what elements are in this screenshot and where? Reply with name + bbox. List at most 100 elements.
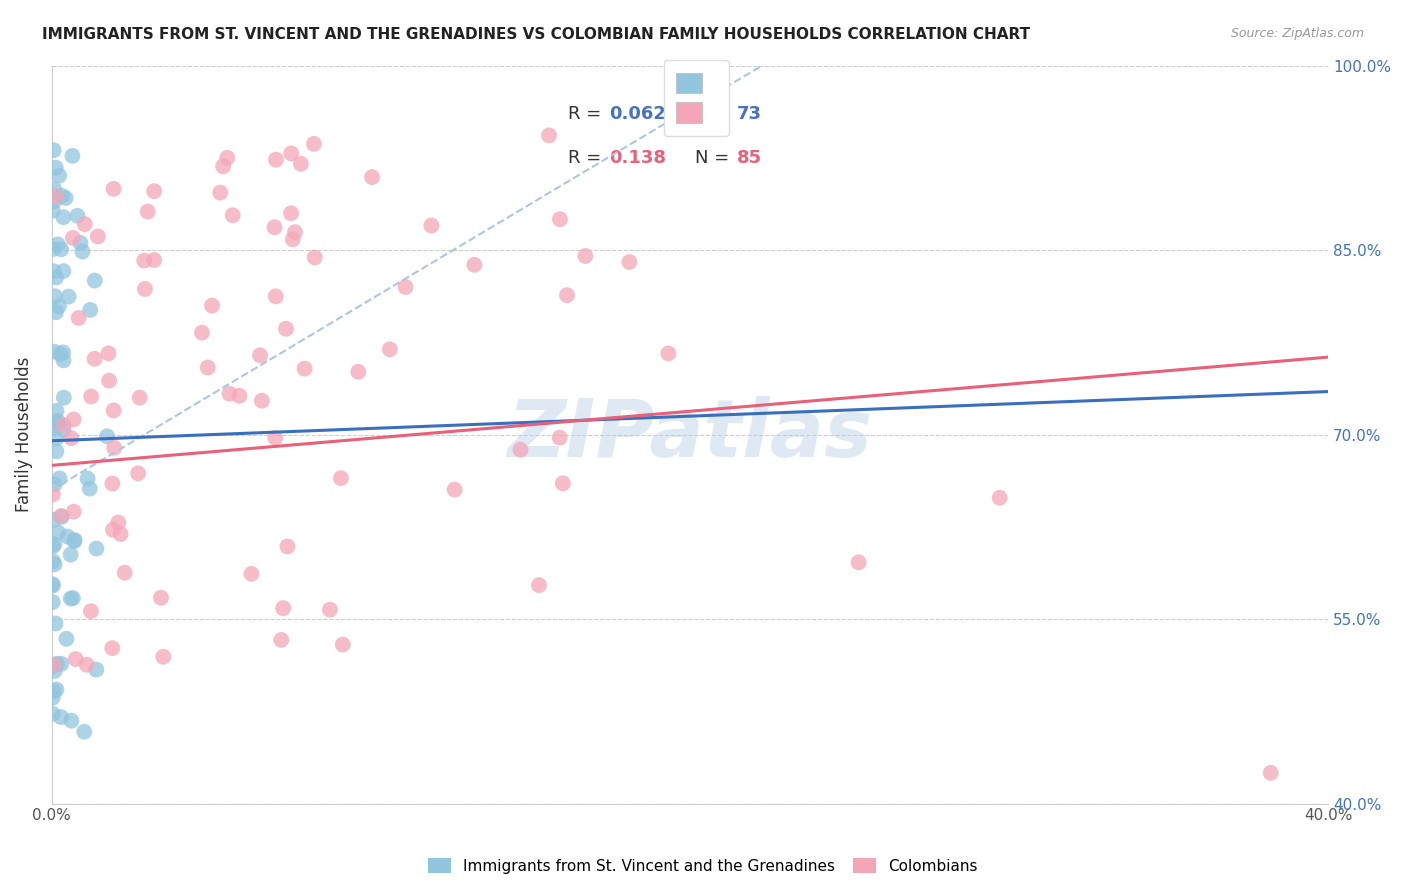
Point [114, 566, 136, 580]
Point [97, 346, 120, 360]
Point [41, 595, 63, 609]
Point [394, 280, 416, 294]
Point [240, 566, 263, 581]
Point [280, 206, 302, 220]
Point [87, 229, 110, 244]
Point [329, 471, 352, 485]
Point [218, 386, 240, 401]
Text: 0.062: 0.062 [610, 104, 666, 122]
Point [332, 638, 354, 652]
Text: R =: R = [568, 104, 607, 122]
Point [134, 282, 156, 296]
Point [51, 509, 73, 524]
Point [249, 348, 271, 362]
Point [509, 442, 531, 457]
Point [443, 483, 465, 497]
Point [79, 482, 101, 496]
Point [209, 186, 232, 200]
Point [58, 289, 80, 303]
Point [49, 508, 72, 523]
Point [101, 641, 124, 656]
Point [41, 706, 63, 721]
Point [48, 169, 70, 183]
Point [42, 554, 65, 568]
Point [201, 299, 224, 313]
Point [45, 270, 67, 285]
Point [264, 431, 287, 445]
Point [42, 657, 65, 672]
Point [271, 601, 294, 615]
Point [49, 347, 72, 361]
Point [45, 431, 67, 445]
Point [44, 664, 66, 678]
Point [574, 249, 596, 263]
Point [59, 548, 82, 562]
Point [42, 577, 65, 591]
Point [1260, 765, 1282, 780]
Point [191, 326, 214, 340]
Point [217, 151, 239, 165]
Point [548, 431, 571, 445]
Point [49, 710, 72, 724]
Point [197, 360, 219, 375]
Point [127, 467, 149, 481]
Point [79, 302, 101, 317]
Point [420, 219, 443, 233]
Point [63, 533, 86, 547]
Point [284, 225, 307, 239]
Point [110, 527, 132, 541]
Point [45, 404, 67, 418]
Point [76, 657, 98, 672]
Point [66, 209, 89, 223]
Point [222, 208, 245, 222]
Legend: , : , [664, 60, 728, 136]
Point [67, 310, 90, 325]
Point [44, 477, 66, 491]
Point [134, 253, 156, 268]
Point [45, 682, 67, 697]
Point [263, 220, 285, 235]
Point [76, 471, 98, 485]
Text: 73: 73 [737, 104, 762, 122]
Point [264, 289, 287, 303]
Point [45, 657, 67, 671]
Point [86, 541, 108, 556]
Point [62, 412, 84, 426]
Point [41, 690, 63, 705]
Point [143, 184, 166, 198]
Point [52, 353, 75, 368]
Point [60, 714, 83, 728]
Point [45, 161, 67, 175]
Point [537, 128, 560, 143]
Point [276, 540, 298, 554]
Point [378, 343, 401, 357]
Point [103, 182, 125, 196]
Point [44, 537, 66, 551]
Point [52, 417, 75, 432]
Point [44, 558, 66, 572]
Y-axis label: Family Households: Family Households [15, 357, 32, 512]
Point [270, 632, 292, 647]
Point [48, 471, 70, 485]
Point [51, 189, 73, 203]
Point [55, 632, 77, 646]
Point [86, 663, 108, 677]
Point [619, 255, 641, 269]
Point [42, 143, 65, 157]
Text: N =: N = [695, 149, 734, 167]
Point [103, 403, 125, 417]
Point [83, 274, 105, 288]
Point [548, 212, 571, 227]
Text: IMMIGRANTS FROM ST. VINCENT AND THE GRENADINES VS COLOMBIAN FAMILY HOUSEHOLDS CO: IMMIGRANTS FROM ST. VINCENT AND THE GREN… [42, 27, 1031, 42]
Point [42, 242, 65, 256]
Point [56, 529, 79, 543]
Point [45, 444, 67, 458]
Point [59, 591, 82, 606]
Point [103, 441, 125, 455]
Point [73, 724, 96, 739]
Point [101, 476, 124, 491]
Point [319, 603, 342, 617]
Point [55, 191, 77, 205]
Point [44, 182, 66, 196]
Point [46, 417, 69, 431]
